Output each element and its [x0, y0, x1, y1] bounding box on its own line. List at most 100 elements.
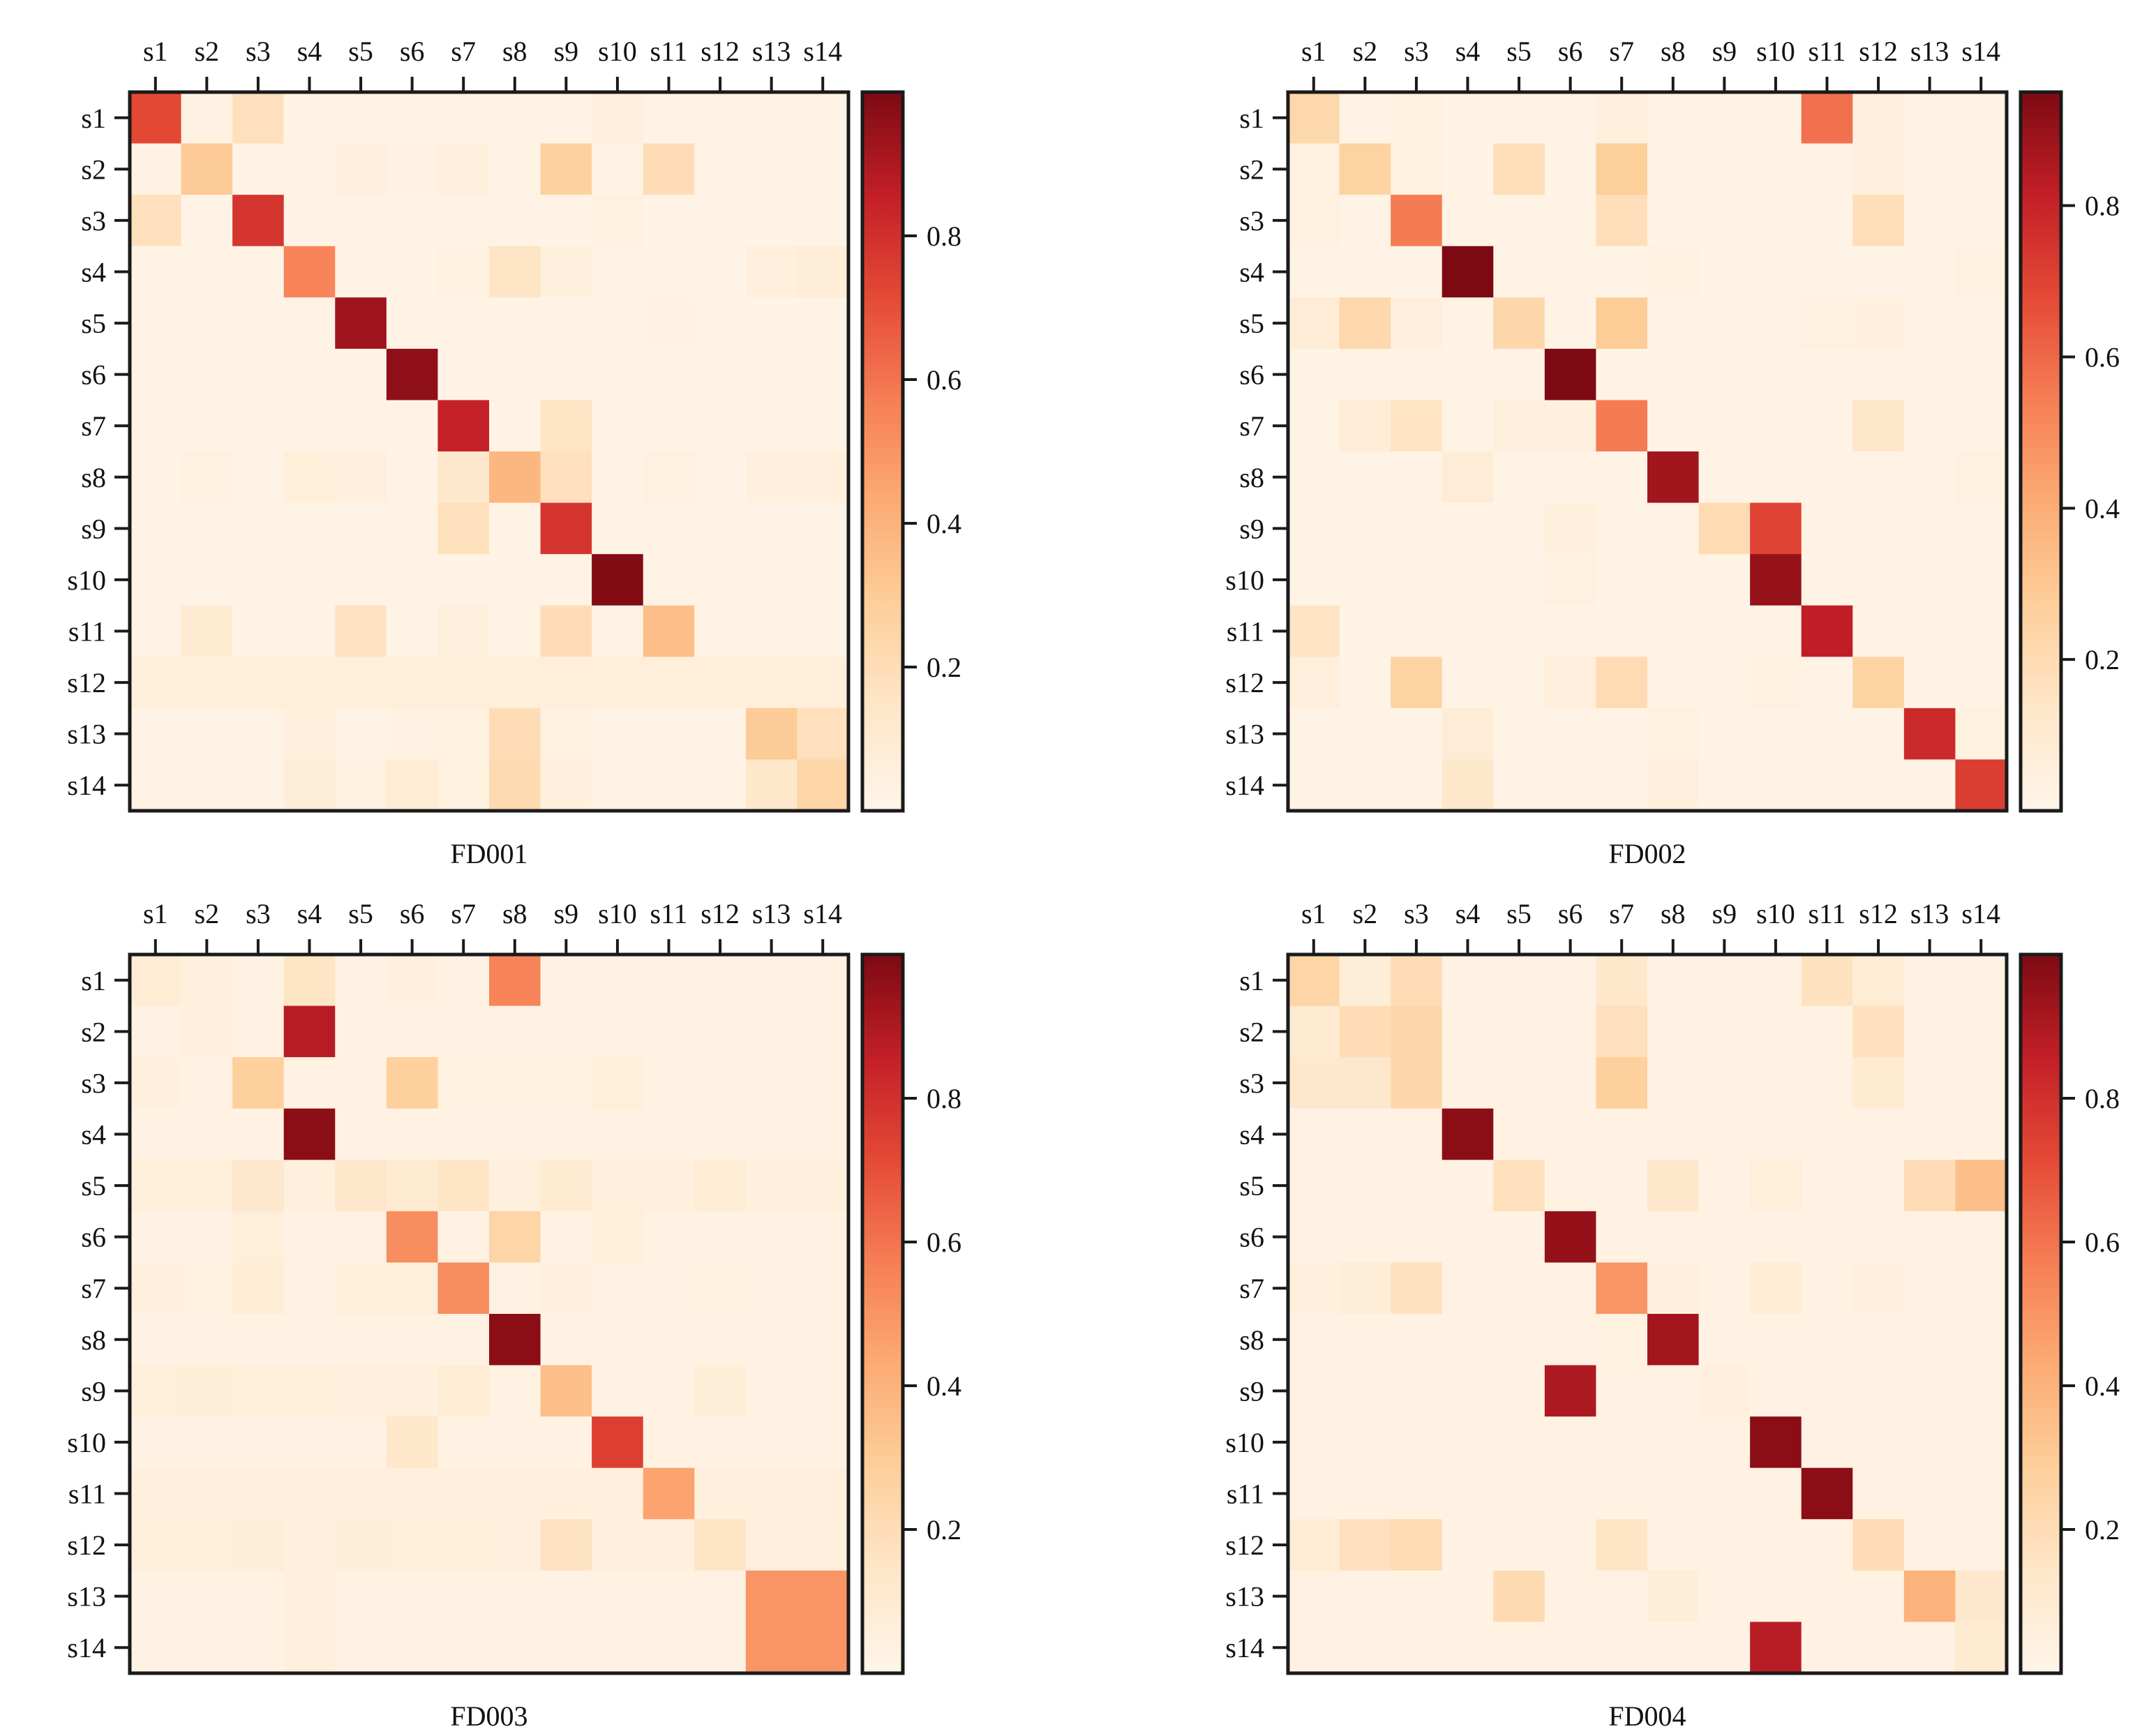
heatmap-cell-s7-s5 [335, 400, 387, 452]
y-tick-label: s2 [1239, 1016, 1264, 1047]
heatmap-cell-s13-s10 [1750, 1570, 1802, 1623]
heatmap-cell-s14-s7 [1596, 1622, 1648, 1674]
heatmap-cell-s14-s4 [1442, 1622, 1494, 1674]
heatmap-cell-s1-s14 [797, 92, 849, 144]
heatmap-cell-s7-s10 [592, 1262, 644, 1315]
heatmap-cell-s13-s14 [1955, 708, 2007, 761]
heatmap-cell-s12-s12 [1852, 657, 1905, 709]
heatmap-cell-s7-s2 [181, 400, 233, 452]
heatmap-cell-s9-s2 [1339, 1365, 1391, 1417]
heatmap-cell-s10-s3 [232, 1416, 285, 1469]
heatmap-cell-s12-s7 [1596, 1519, 1648, 1571]
heatmap-cell-s14-s2 [1339, 759, 1391, 811]
colorbar-tick-label: 0.4 [2085, 493, 2120, 524]
heatmap-cell-s10-s5 [335, 554, 387, 606]
heatmap-cell-s8-s9 [1698, 1314, 1751, 1366]
heatmap-cell-s4-s4 [1442, 246, 1494, 298]
heatmap-cell-s12-s13 [1903, 1519, 1956, 1571]
heatmap-cell-s7-s13 [1903, 1262, 1956, 1315]
heatmap-cell-s12-s4 [1442, 657, 1494, 709]
heatmap-cell-s14-s8 [1647, 759, 1700, 811]
heatmap-panel-fd003: s1 s2 s3 s4 s5 s6 s7 s8 s9 s10 s11 s12 s13 s14 s1 s2 s3 s… [67, 898, 961, 1732]
heatmap-cell-s12-s9 [1698, 657, 1751, 709]
heatmap-cell-s8-s3 [1391, 1314, 1443, 1366]
heatmap-cell-s13-s6 [386, 708, 439, 761]
heatmap-cell-s14-s10 [1750, 759, 1802, 811]
heatmap-cell-s4-s9 [1698, 1108, 1751, 1160]
heatmap-cell-s4-s14 [797, 1108, 849, 1160]
heatmap-cell-s8-s13 [1903, 1314, 1956, 1366]
heatmap-cell-s13-s5 [1493, 1570, 1545, 1623]
x-tick-label: s12 [701, 36, 740, 67]
heatmap-cell-s11-s11 [643, 1467, 695, 1520]
heatmap-cell-s5-s4 [283, 1160, 336, 1212]
heatmap-cell-s12-s4 [283, 1519, 336, 1571]
heatmap-cell-s1-s13 [1903, 92, 1956, 144]
heatmap-cell-s3-s11 [1801, 1057, 1853, 1109]
heatmap-cell-s3-s1 [130, 195, 182, 247]
heatmap-cell-s10-s9 [1698, 554, 1751, 606]
heatmap-cell-s12-s8 [1647, 1519, 1700, 1571]
heatmap-cell-s14-s6 [1544, 759, 1597, 811]
heatmap-cell-s9-s5 [335, 502, 387, 555]
heatmap-cell-s9-s6 [1544, 1365, 1597, 1417]
heatmap-cell-s10-s3 [1391, 1416, 1443, 1469]
heatmap-cell-s11-s8 [489, 605, 541, 657]
heatmap-cell-s5-s10 [1750, 1160, 1802, 1212]
y-tick-label: s13 [67, 1581, 106, 1612]
heatmap-cell-s7-s3 [1391, 400, 1443, 452]
heatmap-cell-s2-s13 [745, 1005, 798, 1058]
heatmap-cell-s13-s6 [386, 1570, 439, 1623]
heatmap-cell-s1-s8 [1647, 955, 1700, 1007]
heatmap-cell-s1-s5 [1493, 92, 1545, 144]
heatmap-cell-s1-s13 [745, 92, 798, 144]
heatmap-cell-s9-s5 [1493, 502, 1545, 555]
heatmap-cell-s1-s12 [694, 92, 747, 144]
heatmap-cell-s12-s11 [1801, 657, 1853, 709]
x-tick-label: s14 [1961, 898, 2000, 929]
heatmap-cell-s10-s10 [592, 1416, 644, 1469]
heatmap-cell-s2-s9 [540, 143, 592, 195]
heatmap-cell-s7-s7 [437, 1262, 490, 1315]
heatmap-cell-s7-s12 [1852, 400, 1905, 452]
heatmap-cell-s11-s11 [1801, 605, 1853, 657]
heatmap-cell-s9-s1 [130, 502, 182, 555]
heatmap-cell-s8-s14 [797, 1314, 849, 1366]
heatmap-cell-s5-s9 [1698, 297, 1751, 350]
heatmap-cell-s12-s11 [1801, 1519, 1853, 1571]
heatmap-cell-s1-s12 [1852, 955, 1905, 1007]
y-tick-label: s12 [1225, 1529, 1264, 1561]
x-tick-label: s2 [195, 898, 220, 929]
heatmap-cell-s13-s8 [1647, 1570, 1700, 1623]
heatmap-cell-s11-s9 [1698, 605, 1751, 657]
heatmap-cell-s1-s4 [1442, 955, 1494, 1007]
heatmap-cell-s7-s3 [232, 400, 285, 452]
x-tick-label: s4 [297, 898, 322, 929]
x-tick-label: s12 [1859, 898, 1898, 929]
heatmap-cell-s9-s5 [335, 1365, 387, 1417]
heatmap-cell-s1-s5 [335, 92, 387, 144]
heatmap-cell-s5-s13 [1903, 1160, 1956, 1212]
heatmap-cell-s13-s10 [592, 1570, 644, 1623]
heatmap-cell-s7-s3 [1391, 1262, 1443, 1315]
heatmap-cell-s7-s2 [181, 1262, 233, 1315]
heatmap-cell-s6-s7 [437, 1211, 490, 1264]
heatmap-cell-s13-s10 [1750, 708, 1802, 761]
heatmap-cell-s13-s12 [694, 708, 747, 761]
colorbar [2021, 955, 2061, 1673]
heatmap-cell-s13-s9 [540, 708, 592, 761]
heatmap-cell-s13-s5 [335, 1570, 387, 1623]
heatmap-cell-s11-s12 [694, 1467, 747, 1520]
heatmap-cell-s12-s6 [386, 657, 439, 709]
heatmap-cell-s7-s8 [489, 400, 541, 452]
heatmap-cell-s11-s5 [335, 605, 387, 657]
heatmap-cell-s11-s9 [540, 605, 592, 657]
x-tick-label: s14 [803, 898, 842, 929]
heatmap-cell-s6-s1 [1288, 348, 1340, 401]
heatmap-cell-s10-s12 [1852, 554, 1905, 606]
heatmap-cell-s10-s4 [283, 1416, 336, 1469]
x-tick-label: s3 [246, 36, 271, 67]
heatmap-cell-s7-s8 [489, 1262, 541, 1315]
heatmap-cell-s4-s3 [232, 1108, 285, 1160]
heatmap-cell-s9-s13 [1903, 502, 1956, 555]
